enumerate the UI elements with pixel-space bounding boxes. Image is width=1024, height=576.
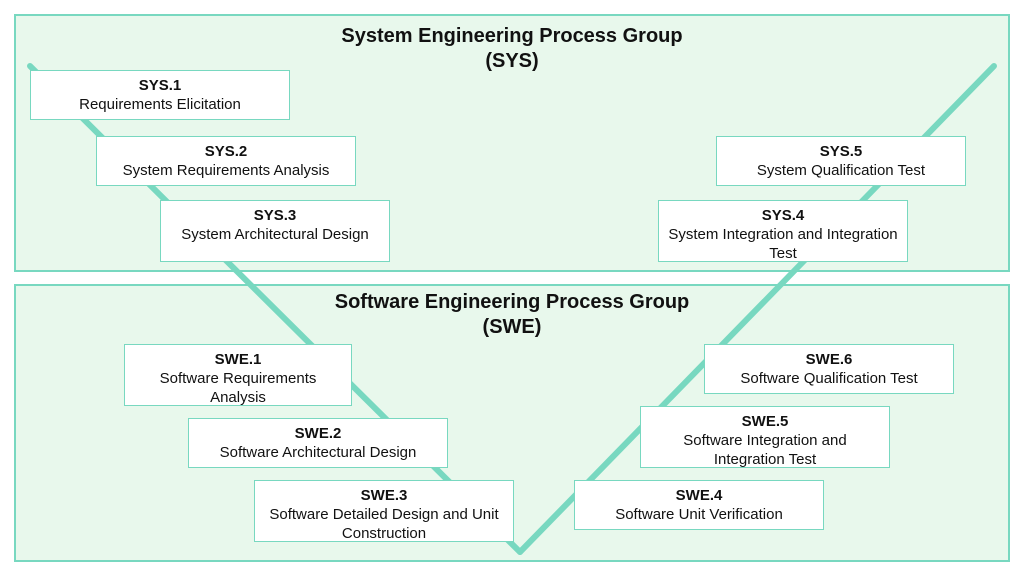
process-label: Software Requirements Analysis (133, 370, 343, 408)
process-code: SYS.1 (39, 77, 281, 96)
process-box-swe6: SWE.6Software Qualification Test (704, 344, 954, 394)
process-box-sys4: SYS.4System Integration and Integration … (658, 200, 908, 262)
process-label: Software Integration and Integration Tes… (649, 432, 881, 470)
process-label: System Qualification Test (725, 162, 957, 181)
process-label: Software Qualification Test (713, 370, 945, 389)
process-code: SWE.4 (583, 487, 815, 506)
process-label: System Architectural Design (169, 226, 381, 245)
swe-title-line2: (SWE) (483, 316, 542, 338)
process-label: Software Detailed Design and Unit Constr… (263, 506, 505, 544)
process-code: SWE.6 (713, 351, 945, 370)
process-box-sys1: SYS.1Requirements Elicitation (30, 70, 290, 120)
process-box-swe5: SWE.5Software Integration and Integratio… (640, 406, 890, 468)
swe-title-line1: Software Engineering Process Group (335, 291, 690, 313)
process-label: System Integration and Integration Test (667, 226, 899, 264)
process-box-swe3: SWE.3Software Detailed Design and Unit C… (254, 480, 514, 542)
sys-panel-title: System Engineering Process Group (SYS) (16, 24, 1008, 74)
process-code: SWE.5 (649, 413, 881, 432)
process-box-sys2: SYS.2System Requirements Analysis (96, 136, 356, 186)
process-code: SYS.3 (169, 207, 381, 226)
process-code: SYS.4 (667, 207, 899, 226)
process-code: SYS.2 (105, 143, 347, 162)
sys-title-line2: (SYS) (485, 50, 538, 72)
process-box-sys3: SYS.3System Architectural Design (160, 200, 390, 262)
process-code: SWE.3 (263, 487, 505, 506)
process-label: Requirements Elicitation (39, 96, 281, 115)
v-model-diagram: System Engineering Process Group (SYS) S… (0, 0, 1024, 576)
process-box-swe1: SWE.1Software Requirements Analysis (124, 344, 352, 406)
process-label: Software Architectural Design (197, 444, 439, 463)
sys-title-line1: System Engineering Process Group (341, 25, 682, 47)
process-code: SWE.2 (197, 425, 439, 444)
process-box-swe2: SWE.2Software Architectural Design (188, 418, 448, 468)
swe-panel-title: Software Engineering Process Group (SWE) (16, 290, 1008, 340)
process-box-sys5: SYS.5System Qualification Test (716, 136, 966, 186)
process-label: Software Unit Verification (583, 506, 815, 525)
process-box-swe4: SWE.4Software Unit Verification (574, 480, 824, 530)
process-code: SYS.5 (725, 143, 957, 162)
process-code: SWE.1 (133, 351, 343, 370)
process-label: System Requirements Analysis (105, 162, 347, 181)
